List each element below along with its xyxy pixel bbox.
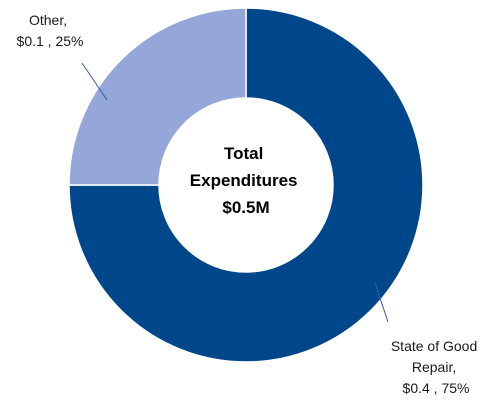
donut-slice-state-of-good-repair: [68, 7, 424, 363]
center-total-label: Total Expenditures $0.5M: [190, 144, 302, 217]
donut-slice-other: [68, 7, 247, 186]
center-text-line-2: Expenditures: [190, 171, 298, 190]
center-text-line-3: $0.5M: [222, 198, 269, 217]
slice-label-other-line-1: Other,: [29, 12, 67, 28]
slice-label-sogr-line-3: $0.4 , 75%: [403, 380, 470, 396]
center-text-line-1: Total: [224, 144, 263, 163]
leader-line-other: [81, 62, 108, 101]
slice-label-other: Other, $0.1 , 25%: [17, 12, 84, 49]
slice-label-sogr-line-2: Repair,: [412, 359, 456, 375]
donut-slices: [68, 7, 424, 363]
slice-label-other-line-2: $0.1 , 25%: [17, 33, 84, 49]
slice-label-state-of-good-repair: State of Good Repair, $0.4 , 75%: [391, 338, 481, 396]
leader-line-state-of-good-repair: [374, 282, 389, 323]
slice-label-sogr-line-1: State of Good: [391, 338, 477, 354]
